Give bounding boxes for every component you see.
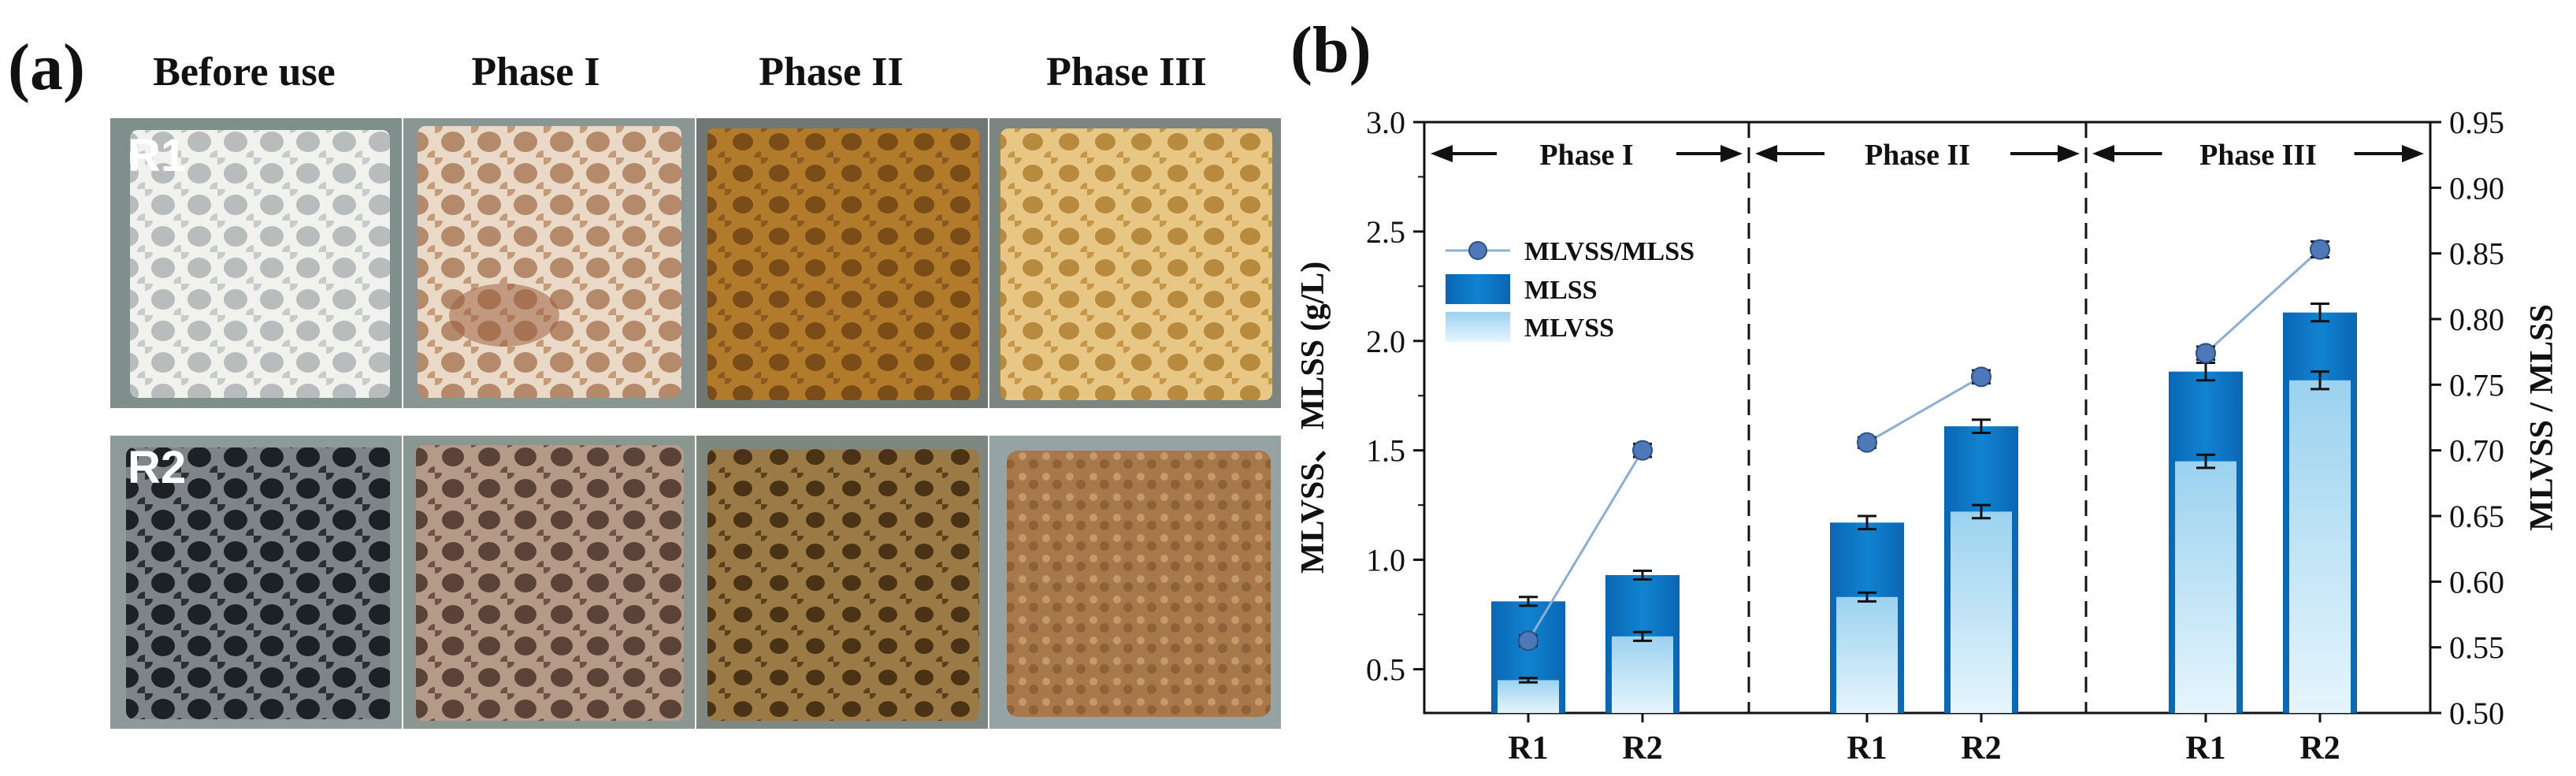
phase-label-2: Phase II <box>1865 139 1970 172</box>
ratio-line-segment-2 <box>1866 376 1982 444</box>
y-axis-label: MLVSS、MLSS (g/L) <box>1295 262 1331 574</box>
phase-arrowhead-right-0 <box>1720 145 1743 162</box>
y2-tick-label-6: 0.80 <box>2449 302 2504 337</box>
mlvss-bar-4 <box>2175 461 2236 713</box>
ratio-line-segment-1 <box>1527 449 1644 642</box>
phase-arrowhead-left-2 <box>2092 145 2114 162</box>
phase-arrowhead-right-1 <box>2058 145 2080 162</box>
y-tick-label-4: 2.5 <box>1366 214 1405 250</box>
x-tick-label-5: R2 <box>2299 730 2340 767</box>
legend-ratio-marker <box>1468 241 1487 260</box>
y2-tick-label-1: 0.55 <box>2449 630 2504 666</box>
y2-tick-label-9: 0.95 <box>2449 105 2504 140</box>
ratio-point-2 <box>1857 432 1877 453</box>
ratio-point-0 <box>1518 630 1539 652</box>
legend-mlss-swatch <box>1446 274 1510 304</box>
y2-tick-label-5: 0.75 <box>2449 367 2504 403</box>
phase-arrowhead-left-1 <box>1755 145 1777 162</box>
legend-label-ratio: MLVSS/MLSS <box>1524 237 1694 266</box>
ratio-point-1 <box>1632 440 1653 461</box>
x-tick-label-2: R1 <box>1847 730 1887 767</box>
row-label-r1: R1 <box>128 130 187 181</box>
column-header-phase-2: Phase II <box>759 50 904 95</box>
phase-arrowhead-left-0 <box>1431 145 1453 162</box>
legend-label-mlvss: MLVSS <box>1524 314 1614 343</box>
column-header-phase-1: Phase I <box>471 50 600 95</box>
x-tick-label-1: R2 <box>1622 730 1662 767</box>
panel-b-letter: (b) <box>1290 13 1372 87</box>
y2-tick-label-8: 0.90 <box>2449 170 2504 206</box>
mlvss-bar-2 <box>1836 596 1898 713</box>
ratio-point-4 <box>2196 343 2216 364</box>
ratio-line-segment-3 <box>2204 248 2322 355</box>
mlvss-bar-1 <box>1612 636 1673 713</box>
ratio-point-3 <box>1971 366 1991 388</box>
column-header-phase-3: Phase III <box>1046 50 1207 95</box>
y2-tick-label-2: 0.60 <box>2449 564 2504 600</box>
row-label-r2: R2 <box>128 442 187 493</box>
phase-label-1: Phase I <box>1539 139 1633 172</box>
x-tick-label-3: R2 <box>1961 730 2001 767</box>
y-tick-label-2: 1.5 <box>1366 433 1405 469</box>
y-tick-label-3: 2.0 <box>1366 324 1405 359</box>
y2-tick-label-3: 0.65 <box>2449 499 2504 534</box>
ratio-point-5 <box>2310 239 2330 260</box>
y2-axis-label: MLVSS / MLSS <box>2524 304 2560 531</box>
y-tick-label-5: 3.0 <box>1366 105 1405 140</box>
y2-tick-label-4: 0.70 <box>2449 433 2504 469</box>
column-header-before-use: Before use <box>153 50 336 95</box>
plot-frame <box>1423 121 2432 715</box>
x-tick-label-0: R1 <box>1508 730 1548 767</box>
y2-tick-label-7: 0.85 <box>2449 236 2504 272</box>
x-tick-label-4: R1 <box>2185 730 2225 767</box>
legend-label-mlss: MLSS <box>1524 276 1598 305</box>
mlvss-bar-0 <box>1498 680 1559 713</box>
y-tick-label-0: 0.5 <box>1366 652 1405 687</box>
y2-tick-label-0: 0.50 <box>2449 696 2504 731</box>
mlvss-bar-3 <box>1951 511 2012 713</box>
phase-label-3: Phase III <box>2199 139 2317 172</box>
mlvss-bar-5 <box>2289 380 2351 713</box>
panel-a-letter: (a) <box>8 31 85 104</box>
y-tick-label-1: 1.0 <box>1366 543 1405 578</box>
phase-arrowhead-right-2 <box>2402 145 2424 162</box>
legend-mlvss-swatch <box>1446 312 1510 342</box>
